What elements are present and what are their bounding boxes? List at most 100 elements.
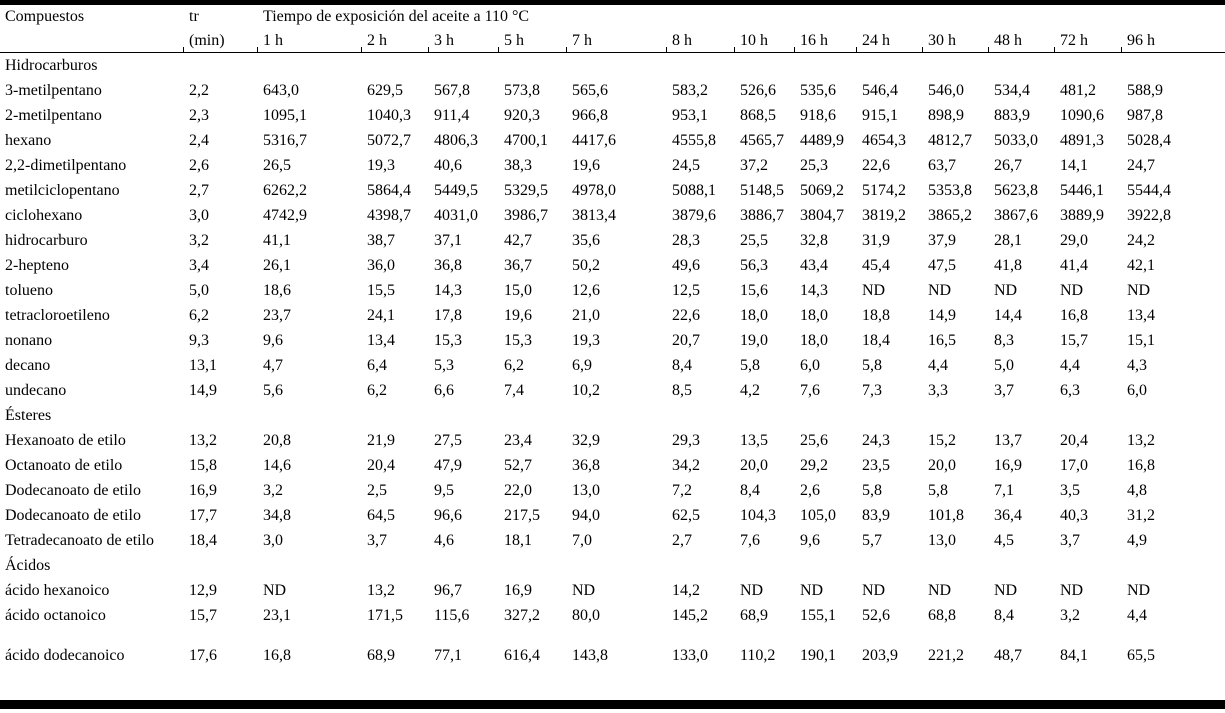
header-time-30h: 30 h xyxy=(922,29,988,53)
header-compuestos: Compuestos xyxy=(0,5,183,53)
tr-min-cell: 2,4 xyxy=(189,132,209,149)
value-cell: ND xyxy=(572,582,596,599)
value-cell: ND xyxy=(928,582,952,599)
value-cell: 535,6 xyxy=(800,82,836,99)
value-cell: 966,8 xyxy=(572,107,608,124)
value-cell: 3879,6 xyxy=(672,207,716,224)
value-cell: 3804,7 xyxy=(800,207,844,224)
compound-cell: hexano xyxy=(5,132,52,149)
value-cell: 16,8 xyxy=(1060,307,1088,324)
header-time-10h: 10 h xyxy=(734,29,794,53)
value-cell: 14,9 xyxy=(928,307,956,324)
value-cell: 41,8 xyxy=(994,257,1022,274)
table-row: Hexanoato de etilo 13,2 20,8 21,9 27,5 23,4 32… xyxy=(0,428,1225,453)
value-cell: 18,4 xyxy=(862,332,890,349)
value-cell: 5,8 xyxy=(862,357,882,374)
value-cell: 898,9 xyxy=(928,107,964,124)
tr-min-cell: 5,0 xyxy=(189,282,209,299)
tr-min-cell: 2,2 xyxy=(189,82,209,99)
value-cell: 36,8 xyxy=(434,257,462,274)
value-cell: ND xyxy=(800,582,824,599)
value-cell: 34,8 xyxy=(263,507,291,524)
table-row: ácido dodecanoico 17,6 16,8 68,9 77,1 616,4 14… xyxy=(0,643,1225,668)
value-cell: 9,5 xyxy=(434,482,454,499)
value-cell: 27,5 xyxy=(434,432,462,449)
spacer-row xyxy=(0,628,1225,643)
value-cell: 9,6 xyxy=(800,532,820,549)
header-tr-min: tr (min) xyxy=(183,5,257,53)
value-cell: 26,5 xyxy=(263,157,291,174)
value-cell: 5,7 xyxy=(862,532,882,549)
value-cell: 31,2 xyxy=(1127,507,1155,524)
value-cell: 38,3 xyxy=(504,157,532,174)
value-cell: ND xyxy=(862,282,886,299)
tr-min-cell: 2,6 xyxy=(189,157,209,174)
value-cell: 63,7 xyxy=(928,157,956,174)
value-cell: 5,8 xyxy=(740,357,760,374)
section-row: Hidrocarburos xyxy=(0,53,1225,79)
empty-cell xyxy=(428,403,498,428)
value-cell: 6,0 xyxy=(800,357,820,374)
value-cell: 5353,8 xyxy=(928,182,972,199)
table-row: hexano 2,4 5316,7 5072,7 4806,3 4700,1 4417,6 4… xyxy=(0,128,1225,153)
value-cell: 481,2 xyxy=(1060,82,1096,99)
value-cell: 104,3 xyxy=(740,507,776,524)
value-cell: 84,1 xyxy=(1060,647,1088,664)
empty-cell xyxy=(1121,553,1225,578)
value-cell: 4,9 xyxy=(1127,532,1147,549)
compound-cell: 2-hepteno xyxy=(5,257,69,274)
value-cell: 41,1 xyxy=(263,232,291,249)
value-cell: 327,2 xyxy=(504,607,540,624)
value-cell: 14,3 xyxy=(800,282,828,299)
value-cell: 8,4 xyxy=(994,607,1014,624)
value-cell: 42,7 xyxy=(504,232,532,249)
value-cell: 1090,6 xyxy=(1060,107,1104,124)
empty-cell xyxy=(183,403,257,428)
header-time-3h: 3 h xyxy=(428,29,498,53)
value-cell: 145,2 xyxy=(672,607,708,624)
tr-min-cell: 15,8 xyxy=(189,457,217,474)
value-cell: 534,4 xyxy=(994,82,1030,99)
value-cell: 6262,2 xyxy=(263,182,307,199)
value-cell: 43,4 xyxy=(800,257,828,274)
value-cell: 20,8 xyxy=(263,432,291,449)
value-cell: 7,6 xyxy=(740,532,760,549)
empty-cell xyxy=(856,403,922,428)
value-cell: ND xyxy=(263,582,287,599)
value-cell: 3,7 xyxy=(367,532,387,549)
tr-min-cell: 17,6 xyxy=(189,647,217,664)
compound-cell: ácido hexanoico xyxy=(5,582,110,599)
value-cell: 52,7 xyxy=(504,457,532,474)
value-cell: 133,0 xyxy=(672,647,708,664)
empty-cell xyxy=(922,553,988,578)
bottom-rule xyxy=(0,700,1225,709)
compound-cell: Octanoato de etilo xyxy=(5,457,123,474)
value-cell: 6,4 xyxy=(367,357,387,374)
value-cell: 7,0 xyxy=(572,532,592,549)
empty-cell xyxy=(361,403,428,428)
compound-cell: 3-metilpentano xyxy=(5,82,102,99)
value-cell: 77,1 xyxy=(434,647,462,664)
table-row: 2,2-dimetilpentano 2,6 26,5 19,3 40,6 38,3 19,… xyxy=(0,153,1225,178)
value-cell: 868,5 xyxy=(740,107,776,124)
value-cell: 2,5 xyxy=(367,482,387,499)
table-row: 2-metilpentano 2,3 1095,1 1040,3 911,4 920,3 9… xyxy=(0,103,1225,128)
value-cell: 5,3 xyxy=(434,357,454,374)
value-cell: 23,4 xyxy=(504,432,532,449)
value-cell: 883,9 xyxy=(994,107,1030,124)
empty-cell xyxy=(183,553,257,578)
value-cell: 3922,8 xyxy=(1127,207,1171,224)
tr-min-cell: 9,3 xyxy=(189,332,209,349)
empty-cell xyxy=(566,53,666,79)
value-cell: 13,7 xyxy=(994,432,1022,449)
value-cell: 6,2 xyxy=(504,357,524,374)
empty-cell xyxy=(257,53,361,79)
value-cell: 4417,6 xyxy=(572,132,616,149)
value-cell: 5174,2 xyxy=(862,182,906,199)
tr-min-cell: 13,2 xyxy=(189,432,217,449)
value-cell: 6,2 xyxy=(367,382,387,399)
value-cell: 22,6 xyxy=(862,157,890,174)
value-cell: 5088,1 xyxy=(672,182,716,199)
tr-min-cell: 14,9 xyxy=(189,382,217,399)
value-cell: ND xyxy=(1127,282,1151,299)
